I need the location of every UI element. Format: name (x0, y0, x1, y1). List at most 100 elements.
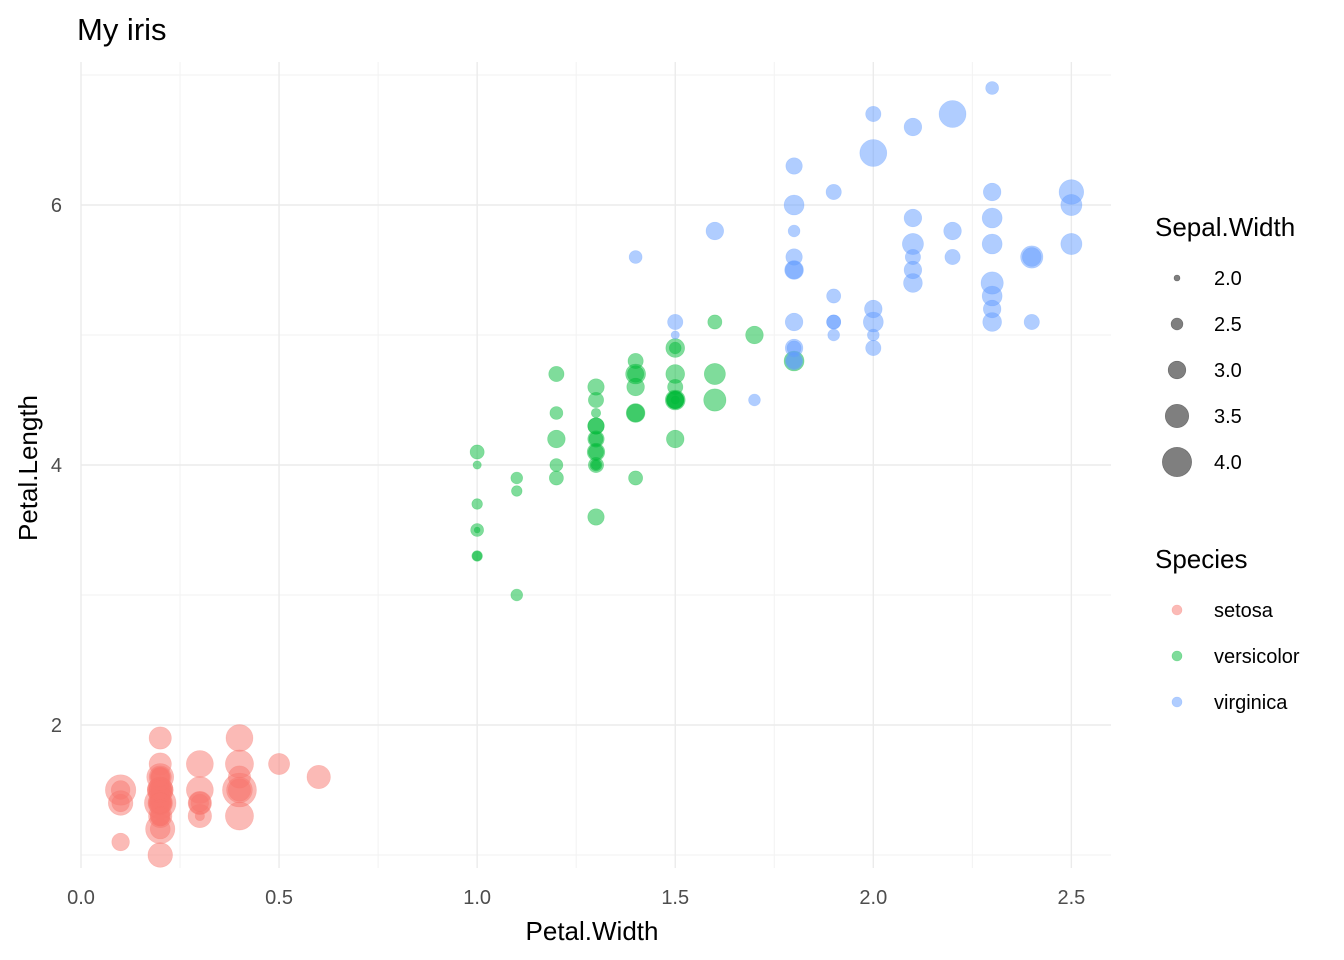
size-legend-label: 4.0 (1214, 452, 1242, 474)
y-tick-label: 2 (51, 715, 62, 737)
y-tick-label: 6 (51, 195, 62, 217)
data-point-versicolor (626, 377, 645, 397)
data-point-versicolor (627, 353, 644, 369)
data-point-virginica (785, 157, 803, 175)
data-point-versicolor (666, 390, 685, 410)
data-point-virginica (859, 139, 888, 167)
data-point-versicolor (548, 366, 565, 382)
data-point-versicolor (590, 407, 602, 419)
data-points (105, 81, 1085, 868)
data-point-virginica (938, 100, 967, 128)
data-point-virginica (981, 207, 1003, 229)
data-point-virginica (826, 288, 842, 304)
data-point-virginica (827, 328, 840, 342)
size-legend-key (1167, 360, 1187, 380)
data-point-virginica (865, 340, 882, 356)
y-axis-ticks: 2 4 6 (51, 195, 62, 737)
data-point-versicolor (549, 406, 564, 420)
data-point-virginica (1060, 233, 1083, 255)
color-legend: Species setosa versicolor virginica (1155, 544, 1300, 714)
size-legend-key (1170, 317, 1184, 331)
color-legend-key (1171, 696, 1183, 708)
data-point-versicolor (587, 378, 605, 396)
data-point-versicolor (511, 485, 523, 497)
data-point-versicolor (510, 471, 523, 485)
data-point-virginica (748, 393, 761, 407)
data-point-virginica (784, 312, 804, 332)
x-axis-title: Petal.Width (526, 916, 659, 946)
data-point-virginica (983, 299, 1002, 319)
x-tick-label: 2.0 (859, 887, 887, 909)
data-point-versicolor (470, 523, 484, 537)
x-tick-label: 0.0 (67, 887, 95, 909)
data-point-virginica (903, 273, 923, 293)
data-point-versicolor (589, 458, 603, 472)
data-point-virginica (944, 249, 961, 265)
data-point-setosa (111, 832, 130, 852)
data-point-virginica (904, 249, 921, 265)
data-point-virginica (903, 117, 923, 137)
data-point-versicolor (666, 429, 685, 449)
data-point-virginica (985, 81, 999, 95)
data-point-versicolor (472, 550, 483, 562)
data-point-setosa (147, 842, 173, 868)
size-legend-key (1162, 447, 1192, 477)
data-point-virginica (1058, 179, 1085, 205)
data-point-setosa (194, 810, 205, 822)
color-legend-label: versicolor (1214, 646, 1300, 668)
data-point-versicolor (547, 429, 566, 449)
size-legend-label: 2.5 (1214, 314, 1242, 336)
color-legend-key (1171, 604, 1183, 616)
size-legend-label: 2.0 (1214, 268, 1242, 290)
data-point-virginica (867, 328, 880, 342)
data-point-setosa (225, 724, 254, 752)
data-point-versicolor (626, 403, 645, 423)
data-point-setosa (149, 792, 172, 814)
data-point-virginica (943, 221, 962, 241)
x-tick-label: 1.0 (463, 887, 491, 909)
data-point-setosa (306, 764, 331, 790)
data-point-virginica (1022, 247, 1042, 267)
data-point-virginica (980, 271, 1004, 295)
data-point-versicolor (665, 364, 685, 384)
data-point-setosa (107, 790, 134, 816)
data-point-virginica (667, 314, 684, 330)
data-point-virginica (983, 182, 1002, 202)
color-legend-title: Species (1155, 544, 1248, 574)
size-legend: Sepal.Width 2.0 2.5 3.0 3.5 4.0 (1155, 212, 1295, 477)
data-point-versicolor (471, 498, 483, 510)
size-legend-key (1173, 274, 1181, 282)
data-point-setosa (268, 753, 290, 775)
data-point-virginica (1023, 314, 1040, 330)
size-legend-title: Sepal.Width (1155, 212, 1295, 242)
data-point-setosa (186, 750, 214, 778)
size-legend-key (1164, 403, 1190, 429)
x-tick-label: 1.5 (661, 887, 689, 909)
size-legend-label: 3.0 (1214, 360, 1242, 382)
data-point-virginica (784, 260, 804, 280)
x-tick-label: 0.5 (265, 887, 293, 909)
data-point-versicolor (588, 444, 604, 460)
data-point-virginica (864, 299, 883, 319)
data-point-versicolor (510, 588, 523, 602)
data-point-setosa (148, 726, 172, 750)
x-tick-label: 2.5 (1057, 887, 1085, 909)
data-point-virginica (826, 314, 842, 330)
size-legend-label: 3.5 (1214, 406, 1242, 428)
data-point-virginica (705, 221, 724, 241)
y-tick-label: 4 (51, 455, 62, 477)
data-point-virginica (981, 233, 1003, 255)
data-point-virginica (670, 330, 680, 340)
data-point-versicolor (469, 444, 485, 460)
x-axis-ticks: 0.0 0.5 1.0 1.5 2.0 2.5 (67, 887, 1085, 909)
data-point-virginica (903, 208, 923, 228)
data-point-virginica (628, 250, 643, 264)
data-point-virginica (865, 106, 882, 122)
data-point-versicolor (587, 417, 605, 435)
color-legend-key (1171, 650, 1183, 662)
data-point-setosa (225, 801, 254, 831)
data-point-versicolor (707, 314, 723, 330)
data-point-setosa (190, 793, 209, 813)
color-legend-label: virginica (1214, 692, 1288, 714)
